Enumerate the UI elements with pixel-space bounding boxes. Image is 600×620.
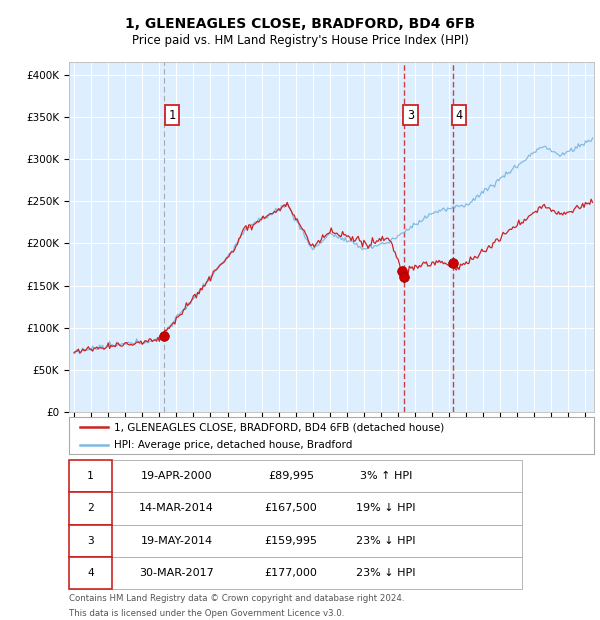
Text: 19% ↓ HPI: 19% ↓ HPI bbox=[356, 503, 416, 513]
Text: £159,995: £159,995 bbox=[265, 536, 317, 546]
Text: 1: 1 bbox=[169, 108, 176, 122]
Text: 14-MAR-2014: 14-MAR-2014 bbox=[139, 503, 214, 513]
Text: 23% ↓ HPI: 23% ↓ HPI bbox=[356, 568, 416, 578]
Text: 1: 1 bbox=[87, 471, 94, 481]
Text: 23% ↓ HPI: 23% ↓ HPI bbox=[356, 536, 416, 546]
Text: 1, GLENEAGLES CLOSE, BRADFORD, BD4 6FB: 1, GLENEAGLES CLOSE, BRADFORD, BD4 6FB bbox=[125, 17, 475, 32]
Text: 3: 3 bbox=[407, 108, 414, 122]
Text: 1, GLENEAGLES CLOSE, BRADFORD, BD4 6FB (detached house): 1, GLENEAGLES CLOSE, BRADFORD, BD4 6FB (… bbox=[113, 422, 444, 432]
Text: £167,500: £167,500 bbox=[265, 503, 317, 513]
Text: 19-MAY-2014: 19-MAY-2014 bbox=[140, 536, 212, 546]
Text: 2: 2 bbox=[87, 503, 94, 513]
Text: 3% ↑ HPI: 3% ↑ HPI bbox=[360, 471, 412, 481]
Text: 30-MAR-2017: 30-MAR-2017 bbox=[139, 568, 214, 578]
Text: HPI: Average price, detached house, Bradford: HPI: Average price, detached house, Brad… bbox=[113, 440, 352, 450]
Text: 19-APR-2000: 19-APR-2000 bbox=[141, 471, 212, 481]
Text: 4: 4 bbox=[456, 108, 463, 122]
Text: £89,995: £89,995 bbox=[268, 471, 314, 481]
Text: This data is licensed under the Open Government Licence v3.0.: This data is licensed under the Open Gov… bbox=[69, 609, 344, 619]
Text: £177,000: £177,000 bbox=[265, 568, 317, 578]
Text: Contains HM Land Registry data © Crown copyright and database right 2024.: Contains HM Land Registry data © Crown c… bbox=[69, 594, 404, 603]
Text: 3: 3 bbox=[87, 536, 94, 546]
Text: Price paid vs. HM Land Registry's House Price Index (HPI): Price paid vs. HM Land Registry's House … bbox=[131, 34, 469, 47]
Text: 4: 4 bbox=[87, 568, 94, 578]
